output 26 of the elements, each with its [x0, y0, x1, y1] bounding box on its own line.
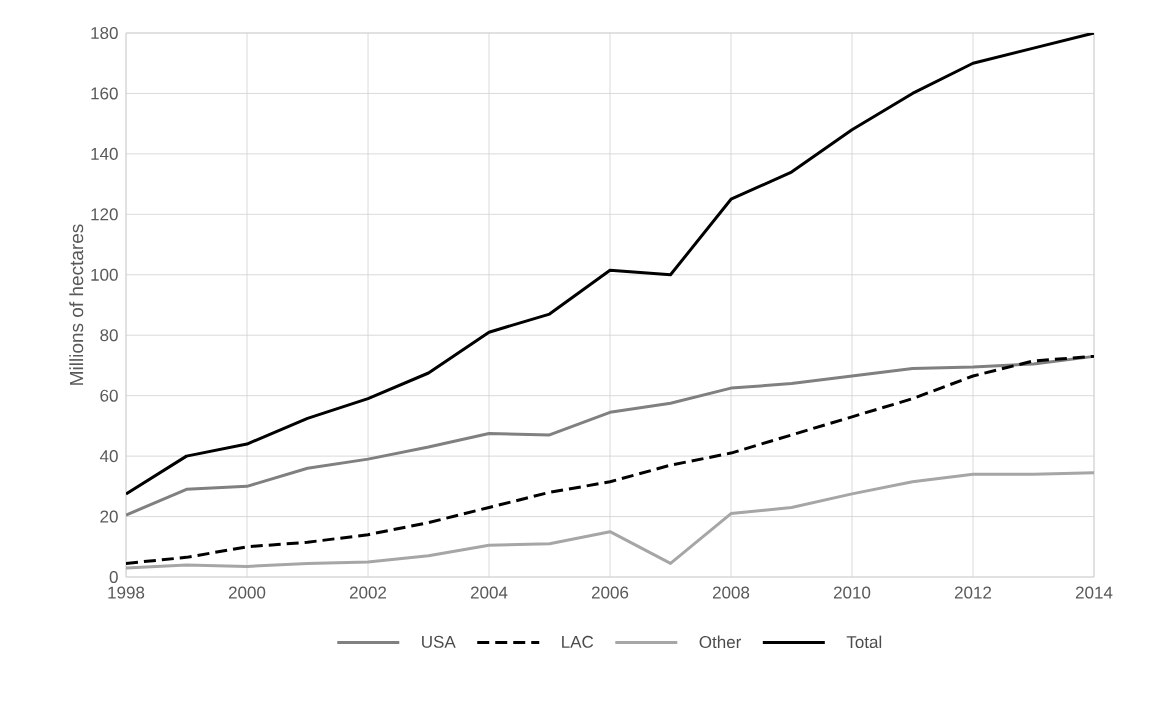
x-tick-label: 2008: [712, 586, 750, 599]
legend-label: Total: [846, 635, 882, 649]
x-tick-label: 2000: [228, 586, 266, 599]
legend-label: USA: [422, 635, 456, 648]
x-tick-label: 1998: [108, 586, 145, 599]
y-tick-label: 140: [91, 147, 118, 160]
y-tick-label: 40: [99, 450, 118, 463]
legend-label: LAC: [562, 635, 594, 648]
y-tick-label: 160: [91, 87, 118, 100]
y-tick-label: 100: [91, 268, 118, 281]
y-tick-label: 20: [100, 510, 118, 523]
y-tick-label: 120: [91, 208, 118, 221]
x-tick-label: 2002: [349, 586, 387, 599]
line-series: [126, 33, 1095, 496]
x-tick-label: 2012: [954, 586, 992, 599]
legend-label: Other: [699, 635, 742, 649]
y-tick-label: 180: [91, 26, 118, 40]
y-tick-label: 0: [109, 570, 118, 584]
y-tick-label: 80: [100, 329, 118, 342]
line-series: [126, 471, 1095, 570]
x-tick-label: 2010: [833, 586, 871, 599]
x-tick-label: 2014: [1075, 586, 1113, 599]
x-tick-label: 2006: [591, 586, 629, 599]
y-axis-title: Millions of hectares: [69, 224, 84, 385]
x-tick-label: 2004: [470, 586, 508, 599]
y-tick-label: 60: [100, 389, 118, 402]
